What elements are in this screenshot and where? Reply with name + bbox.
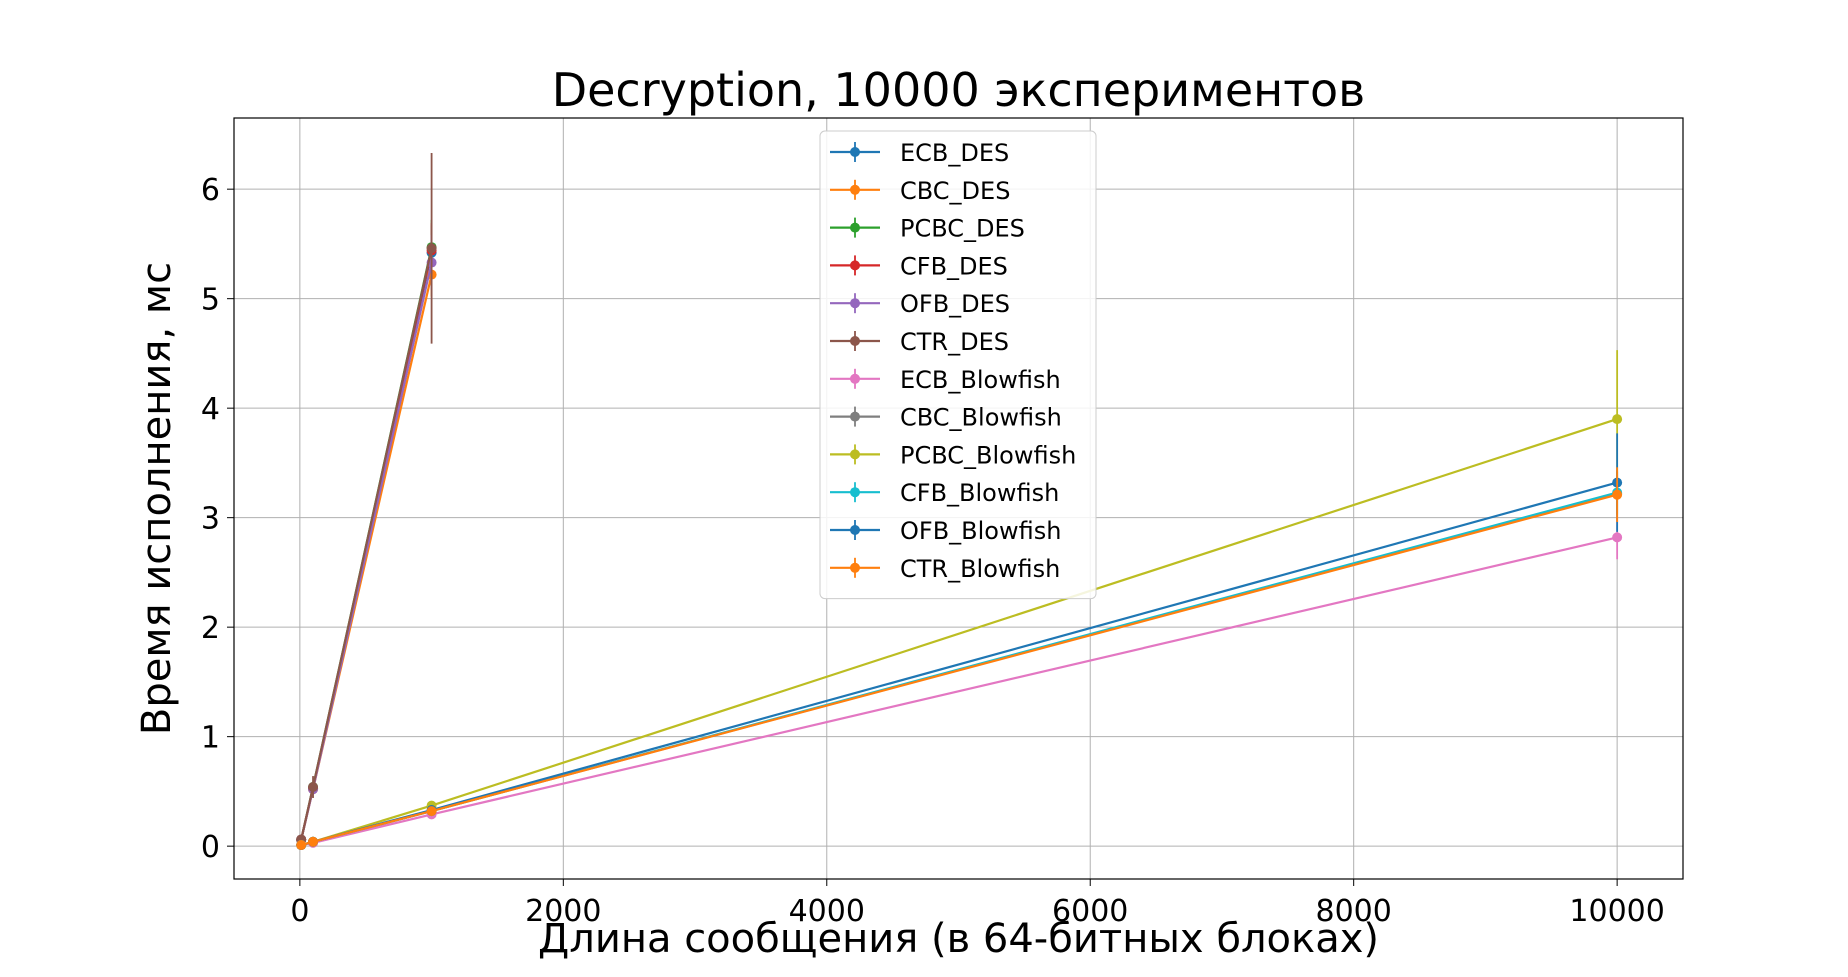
y-axis-label: Время исполнения, мс [134, 262, 180, 735]
chart-title: Decryption, 10000 экспериментов [552, 63, 1366, 117]
legend-marker [850, 336, 860, 346]
y-tick-label: 5 [201, 283, 220, 318]
legend-marker [850, 525, 860, 535]
legend-item: OFB_Blowfish [830, 517, 1061, 545]
legend-item: ECB_DES [830, 139, 1009, 167]
series-layer [296, 153, 1623, 851]
plot-frame [233, 117, 1684, 880]
y-tick-label: 2 [201, 611, 220, 646]
legend-marker [850, 260, 860, 271]
legend-label: CBC_DES [900, 177, 1010, 205]
data-point [426, 243, 437, 254]
y-tick-label: 6 [201, 173, 220, 208]
y-tick-label: 1 [201, 721, 220, 756]
y-axis: 0 1 2 3 4 5 6 [201, 173, 234, 865]
legend-label: PCBC_Blowfish [900, 441, 1076, 469]
legend-label: ECB_Blowfish [900, 366, 1061, 394]
x-axis: 0 2000 4000 6000 8000 10000 [290, 879, 1665, 929]
data-point [1612, 489, 1623, 500]
legend-marker [850, 487, 860, 498]
x-axis-label: Длина сообщения (в 64-битных блоках) [538, 916, 1379, 962]
legend-marker [850, 298, 860, 309]
y-tick-label: 4 [201, 392, 220, 427]
x-tick-label: 10000 [1569, 894, 1664, 929]
legend-item: OFB_DES [830, 290, 1010, 318]
legend-item: CBC_DES [830, 177, 1010, 205]
legend-marker [850, 222, 860, 233]
legend-label: CTR_DES [900, 328, 1009, 356]
legend-label: CBC_Blowfish [900, 404, 1062, 432]
y-tick-label: 0 [201, 830, 220, 865]
data-point [308, 782, 319, 793]
legend-label: OFB_DES [900, 290, 1010, 318]
data-point [1612, 532, 1623, 543]
legend-marker [850, 147, 860, 157]
legend-label: PCBC_DES [900, 215, 1025, 243]
data-point [426, 806, 437, 817]
legend-item: ECB_Blowfish [830, 366, 1061, 394]
legend-label: CTR_Blowfish [900, 555, 1060, 583]
y-tick-label: 3 [201, 502, 220, 537]
x-tick-label: 4000 [789, 894, 865, 929]
legend-item: CFB_DES [830, 252, 1008, 280]
legend-frame [819, 130, 1097, 600]
legend-label: ECB_DES [900, 139, 1009, 167]
legend-marker [850, 373, 860, 384]
legend-item: CTR_DES [830, 328, 1009, 356]
data-point [308, 836, 319, 847]
series-CTR_Blowfish [296, 467, 1623, 851]
legend-item: CTR_Blowfish [830, 555, 1060, 583]
legend-item: PCBC_DES [830, 215, 1025, 243]
legend-marker [850, 562, 860, 573]
legend-marker [850, 449, 860, 460]
legend-item: CBC_Blowfish [830, 404, 1062, 432]
data-point [296, 840, 307, 851]
legend-item: PCBC_Blowfish [830, 441, 1076, 469]
legend-label: OFB_Blowfish [900, 517, 1061, 545]
x-tick-label: 6000 [1052, 894, 1128, 929]
data-point [1612, 414, 1623, 425]
legend-label: CFB_Blowfish [900, 479, 1059, 507]
legend-label: CFB_DES [900, 252, 1008, 280]
legend-marker [850, 184, 860, 195]
x-tick-label: 8000 [1316, 894, 1392, 929]
legend-marker [850, 411, 860, 422]
legend: ECB_DES CBC_DES PCBC_DES CFB_DES OFB_DES CTR_… [819, 130, 1097, 600]
x-tick-label: 2000 [525, 894, 601, 929]
x-tick-label: 0 [290, 894, 309, 929]
series-line [300, 493, 1618, 847]
legend-item: CFB_Blowfish [830, 479, 1059, 507]
